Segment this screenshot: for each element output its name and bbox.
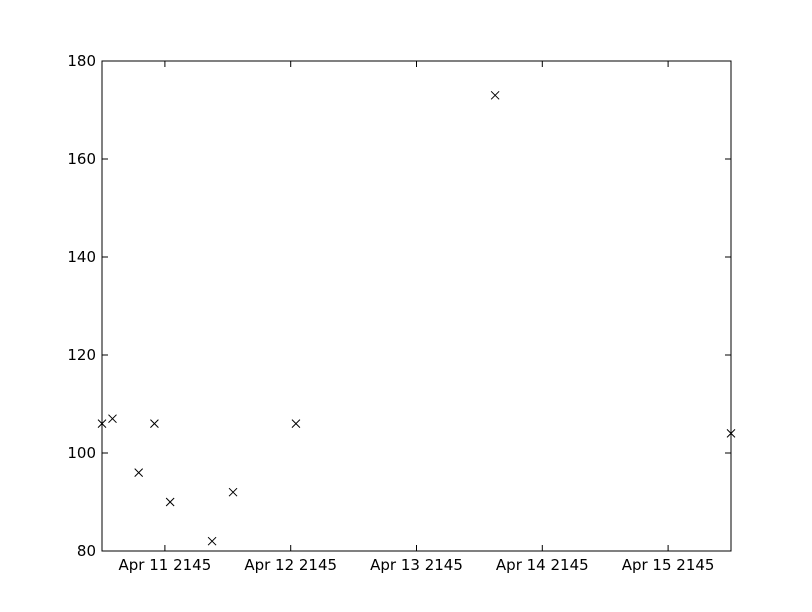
y-tick-label: 160: [67, 150, 96, 168]
data-point: [490, 90, 500, 100]
y-axis: 80 100 120 140 160 180: [67, 52, 731, 560]
x-tick-label: Apr 14 2145: [496, 556, 589, 574]
y-tick-label: 100: [67, 444, 96, 462]
y-tick-label: 140: [67, 248, 96, 266]
data-point: [726, 429, 736, 438]
x-tick-label: Apr 11 2145: [119, 556, 212, 574]
data-points: [97, 90, 736, 546]
plot-area: [101, 60, 732, 552]
x-tick-label: Apr 12 2145: [244, 556, 337, 574]
data-point: [165, 497, 175, 507]
data-point: [108, 414, 117, 424]
y-tick-label: 120: [67, 346, 96, 364]
x-tick-label: Apr 13 2145: [370, 556, 463, 574]
data-point: [291, 419, 301, 428]
data-point: [134, 468, 144, 477]
data-point: [97, 419, 107, 428]
x-tick-label: Apr 15 2145: [622, 556, 715, 574]
y-tick-label: 180: [67, 52, 96, 70]
data-point: [207, 536, 217, 546]
data-point: [228, 487, 238, 497]
data-point: [150, 419, 159, 428]
y-tick-label: 80: [77, 542, 96, 560]
x-axis: Apr 11 2145 Apr 12 2145 Apr 13 2145 Apr 14 …: [119, 61, 715, 574]
